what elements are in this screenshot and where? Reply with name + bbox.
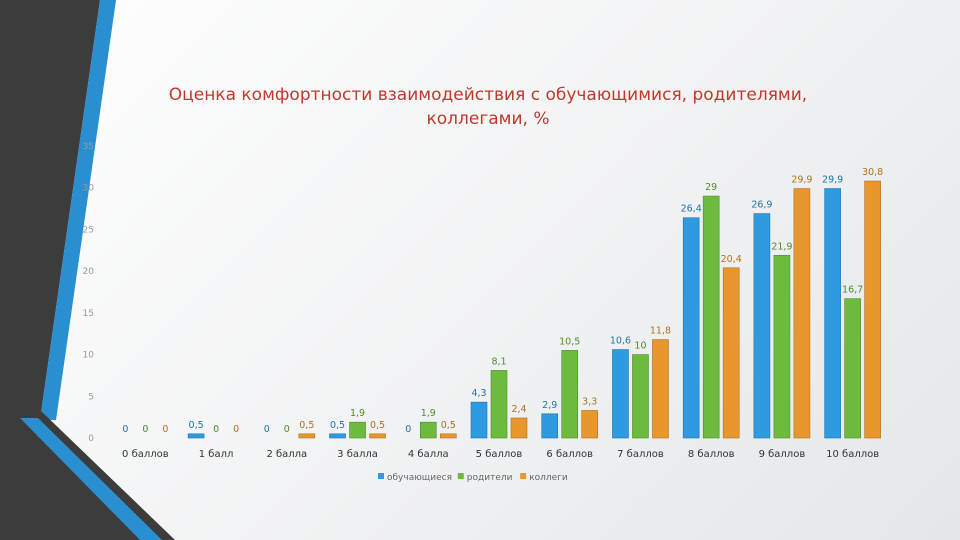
data-label-родители-8: 29 — [705, 182, 717, 193]
y-tick-label: 20 — [83, 267, 95, 277]
y-tick-label: 10 — [83, 351, 95, 361]
data-label-обучающиеся-0: 0 — [122, 424, 128, 435]
y-tick-label: 15 — [83, 309, 94, 319]
bar-родители-3 — [349, 421, 366, 439]
data-label-обучающиеся-2: 0 — [264, 424, 270, 435]
data-label-обучающиеся-8: 26,4 — [681, 204, 702, 215]
bar-родители-9 — [773, 254, 791, 439]
data-label-обучающиеся-10: 29,9 — [822, 175, 843, 186]
data-label-коллеги-9: 29,9 — [791, 175, 812, 186]
decor-blue-bottom — [20, 418, 162, 540]
bar-коллеги-9 — [793, 188, 811, 439]
legend: обучающиеся родители коллеги — [378, 473, 568, 483]
data-label-родители-7: 10 — [634, 341, 646, 352]
y-tick-label: 25 — [83, 225, 94, 235]
bar-коллеги-6 — [581, 410, 599, 439]
x-category-label: 7 баллов — [617, 449, 664, 460]
data-label-родители-0: 0 — [142, 424, 148, 435]
data-label-коллеги-4: 0,5 — [441, 420, 456, 431]
bar-обучающиеся-8 — [682, 217, 700, 439]
data-label-обучающиеся-1: 0,5 — [189, 420, 204, 431]
data-label-родители-2: 0 — [284, 424, 290, 435]
legend-label: коллеги — [529, 473, 568, 483]
data-label-обучающиеся-7: 10,6 — [610, 336, 631, 347]
data-label-коллеги-8: 20,4 — [721, 254, 742, 265]
data-label-коллеги-7: 11,8 — [650, 326, 671, 337]
bar-родители-8 — [702, 195, 720, 439]
y-tick-label: 30 — [83, 184, 95, 194]
decor-blue-stripe — [40, 0, 116, 420]
data-label-обучающиеся-6: 2,9 — [542, 400, 557, 411]
data-label-родители-9: 21,9 — [771, 241, 792, 252]
bar-обучающиеся-9 — [753, 213, 771, 439]
data-label-коллеги-1: 0 — [233, 424, 239, 435]
decor-dark-stripe — [0, 0, 100, 420]
bar-обучающиеся-3 — [329, 433, 346, 439]
bar-коллеги-3 — [369, 433, 386, 439]
x-category-label: 3 балла — [337, 449, 378, 460]
data-label-родители-3: 1,9 — [350, 408, 365, 419]
y-tick-label: 0 — [88, 434, 94, 444]
legend-swatch — [378, 473, 384, 479]
x-category-label: 6 баллов — [546, 449, 593, 460]
x-category-label: 5 баллов — [476, 449, 523, 460]
data-label-родители-10: 16,7 — [842, 285, 863, 296]
bar-обучающиеся-5 — [470, 401, 488, 439]
legend-label: обучающиеся — [387, 473, 452, 483]
bar-обучающиеся-7 — [612, 349, 629, 439]
data-label-родители-1: 0 — [213, 424, 219, 435]
bar-обучающиеся-6 — [541, 413, 559, 439]
y-axis: 0 5 10 15 20 25 30 35 — [83, 142, 95, 444]
data-label-родители-4: 1,9 — [421, 408, 436, 419]
bar-родители-10 — [844, 298, 861, 439]
bar-родители-6 — [561, 350, 579, 439]
data-label-родители-5: 8,1 — [491, 356, 506, 367]
bar-коллеги-5 — [510, 417, 528, 439]
data-label-коллеги-5: 2,4 — [511, 404, 526, 415]
data-label-коллеги-0: 0 — [162, 424, 168, 435]
x-category-label: 0 баллов — [122, 449, 169, 460]
chart-title-line-1: Оценка комфортности взаимодействия с обу… — [169, 85, 807, 105]
y-tick-label: 5 — [88, 392, 94, 402]
x-category-label: 4 балла — [408, 449, 449, 460]
legend-swatch — [520, 473, 527, 479]
bar-коллеги-8 — [722, 267, 740, 439]
bar-родители-7 — [632, 354, 649, 439]
data-labels: 0 0 0 0,5 0 0 0 0 0,5 0,5 1,9 0,5 0 1,9 0,5 4,3 8,1 2,4 2,… — [122, 167, 883, 435]
bar-родители-5 — [490, 370, 508, 439]
data-label-обучающиеся-4: 0 — [405, 424, 411, 435]
bar-коллеги-7 — [652, 339, 669, 439]
data-label-родители-6: 10,5 — [559, 336, 580, 347]
y-tick-label: 35 — [83, 142, 94, 152]
chart-title-line-2: коллегами, % — [426, 109, 549, 129]
x-category-label: 10 баллов — [826, 449, 879, 460]
legend-label: родители — [467, 473, 513, 483]
bars — [187, 180, 881, 439]
data-label-коллеги-6: 3,3 — [582, 396, 597, 407]
data-label-обучающиеся-5: 4,3 — [471, 388, 486, 399]
bar-родители-4 — [419, 421, 437, 439]
x-category-label: 2 балла — [266, 449, 307, 460]
bar-обучающиеся-10 — [824, 188, 841, 439]
data-label-коллеги-2: 0,5 — [299, 420, 314, 431]
data-label-коллеги-3: 0,5 — [370, 420, 385, 431]
x-category-label: 9 баллов — [759, 449, 806, 460]
data-label-коллеги-10: 30,8 — [862, 167, 883, 178]
bar-обучающиеся-1 — [187, 433, 205, 439]
x-category-label: 8 баллов — [688, 449, 735, 460]
x-category-label: 1 балл — [199, 449, 234, 460]
bar-коллеги-4 — [439, 433, 457, 439]
bar-коллеги-10 — [864, 180, 881, 439]
bar-коллеги-2 — [298, 433, 316, 439]
x-axis: 0 баллов 1 балл 2 балла 3 балла 4 балла 5 бал… — [122, 449, 879, 460]
data-label-обучающиеся-3: 0,5 — [330, 420, 345, 431]
legend-swatch — [457, 473, 464, 479]
data-label-обучающиеся-9: 26,9 — [751, 200, 772, 211]
